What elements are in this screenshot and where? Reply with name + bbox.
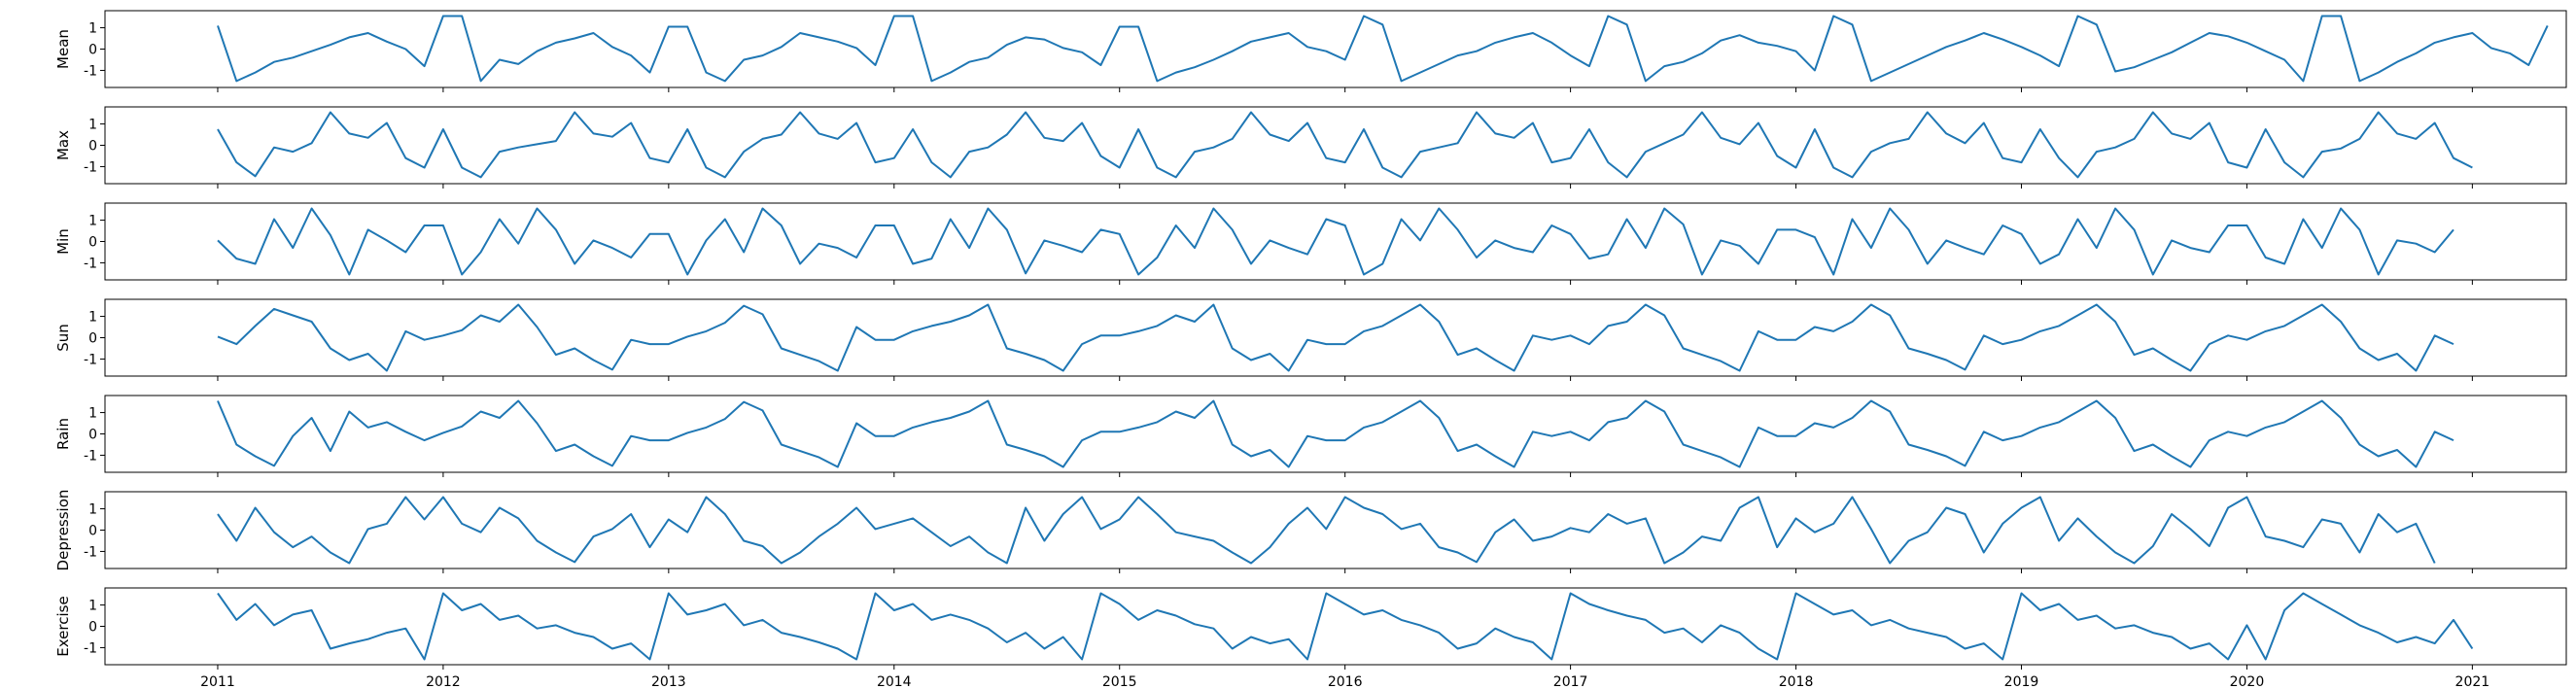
panel-frame [104,10,2567,88]
y-tick-label: 1 [88,21,97,37]
y-tick-label: 0 [88,524,97,539]
x-tick-label: 2020 [2230,674,2265,689]
series-line-sun [217,303,2454,372]
panel-frame [104,395,2567,473]
series-line-mean [217,15,2549,83]
y-tick-label: 1 [88,118,97,133]
y-tick-label: -1 [84,256,97,271]
panel-frame [104,298,2567,377]
panel-frame [104,202,2567,281]
y-tick-label: 0 [88,43,97,58]
x-tick-label: 2015 [1102,674,1137,689]
x-tick-label: 2014 [877,674,912,689]
panel-ylabel: Exercise [54,596,72,656]
y-tick-label: 1 [88,502,97,518]
x-tick-label: 2019 [2004,674,2039,689]
y-tick-label: 0 [88,620,97,636]
y-tick-label: -1 [84,63,97,79]
panel-frame [104,106,2567,185]
y-tick-label: -1 [84,448,97,464]
panel-ylabel: Depression [54,490,72,571]
panel-ylabel: Sun [54,324,72,352]
panel-ylabel: Rain [54,418,72,450]
series-line-depression [217,496,2436,565]
y-tick-label: 0 [88,331,97,347]
panel-ylabel: Mean [54,29,72,69]
y-tick-label: 0 [88,428,97,443]
y-tick-label: -1 [84,352,97,367]
y-tick-label: 1 [88,406,97,422]
y-tick-label: 1 [88,214,97,229]
y-tick-label: 0 [88,235,97,251]
panel-ylabel: Min [54,228,72,255]
x-tick-label: 2017 [1553,674,1588,689]
panel-ylabel: Max [54,130,72,160]
y-tick-label: -1 [84,544,97,560]
x-tick-label: 2013 [651,674,686,689]
series-line-min [217,207,2454,276]
series-line-max [217,111,2473,179]
series-line-rain [217,399,2454,468]
x-tick-label: 2016 [1328,674,1363,689]
x-tick-label: 2021 [2455,674,2490,689]
y-tick-label: 1 [88,599,97,614]
y-tick-label: 0 [88,139,97,155]
x-tick-label: 2011 [200,674,235,689]
x-tick-label: 2012 [426,674,461,689]
x-tick-label: 2018 [1779,674,1814,689]
y-tick-label: 1 [88,310,97,326]
y-tick-label: -1 [84,159,97,175]
y-tick-label: -1 [84,640,97,656]
series-line-exercise [217,592,2474,661]
